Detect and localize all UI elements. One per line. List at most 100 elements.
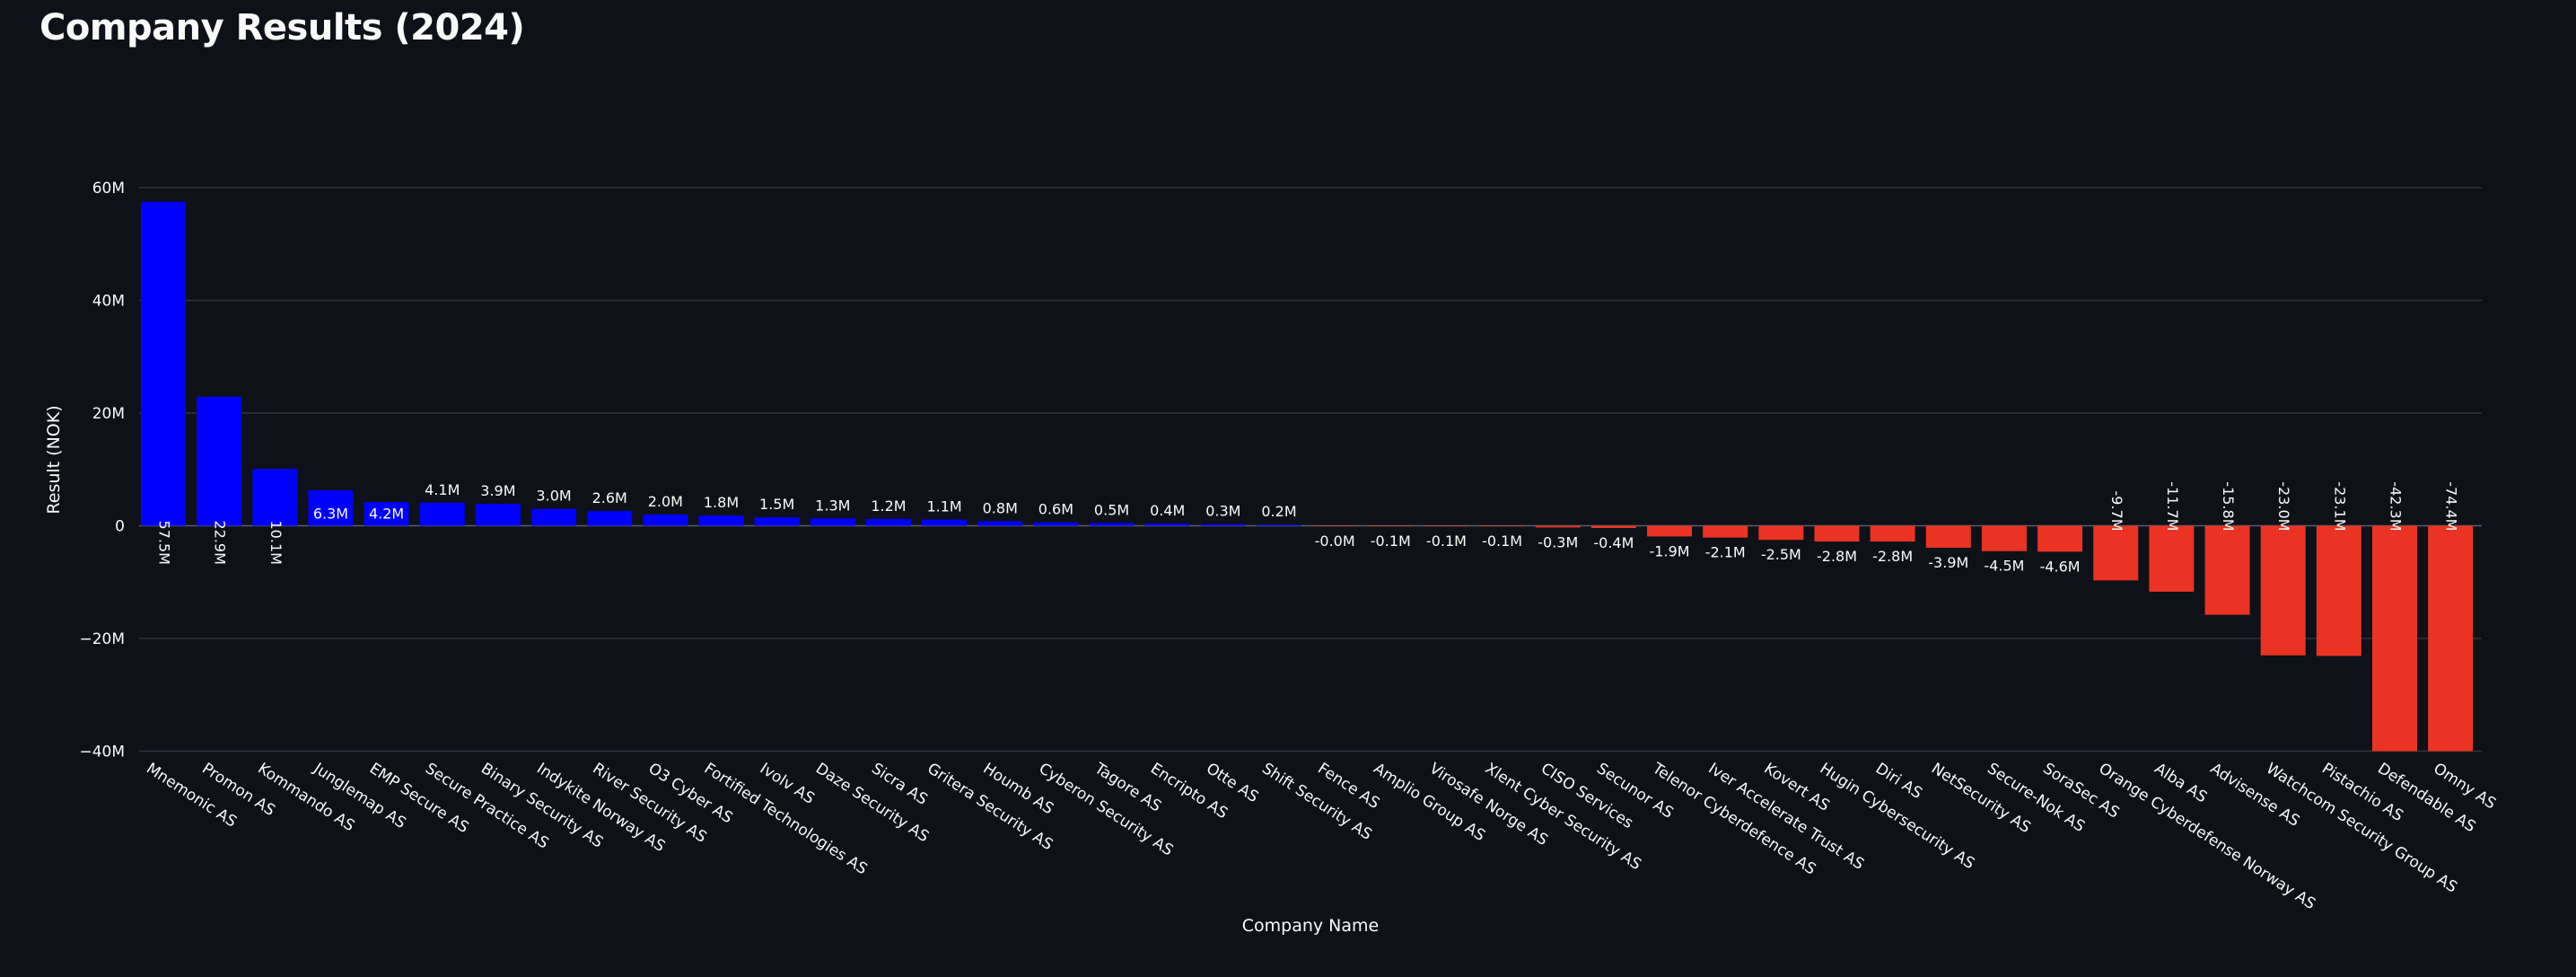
- bar[interactable]: [419, 502, 465, 526]
- y-tick-label: 40M: [92, 293, 125, 311]
- bar[interactable]: [2372, 525, 2417, 752]
- data-label: 0.2M: [1261, 503, 1296, 520]
- data-label: 1.3M: [815, 497, 850, 514]
- data-label: 1.5M: [759, 496, 794, 513]
- bar[interactable]: [1200, 524, 1246, 526]
- bar[interactable]: [1814, 525, 1860, 542]
- bar[interactable]: [1758, 525, 1804, 541]
- x-tick-label: NetSecurity AS: [1928, 760, 2034, 837]
- bar[interactable]: [865, 518, 911, 526]
- bar[interactable]: [2204, 525, 2250, 615]
- data-label: -4.5M: [1984, 558, 2024, 575]
- data-label: -4.6M: [2040, 558, 2081, 575]
- data-label: -0.1M: [1371, 533, 1411, 550]
- y-tick-label: 20M: [92, 405, 125, 423]
- bar[interactable]: [1647, 525, 1693, 537]
- bar[interactable]: [2093, 525, 2139, 581]
- data-label: -3.9M: [1928, 554, 1968, 571]
- bar[interactable]: [1590, 525, 1636, 529]
- x-tick-label: Defendable AS: [2374, 760, 2478, 836]
- bar[interactable]: [252, 469, 298, 526]
- bar[interactable]: [1870, 525, 1915, 542]
- data-label: -42.3M: [2388, 481, 2405, 531]
- y-tick-label: −40M: [79, 744, 125, 761]
- data-label: 4.2M: [369, 506, 404, 523]
- data-label: 1.8M: [704, 494, 739, 511]
- bar[interactable]: [475, 504, 521, 526]
- bar[interactable]: [1424, 525, 1469, 527]
- data-label: 57.5M: [156, 521, 173, 565]
- bar[interactable]: [308, 489, 354, 526]
- bar[interactable]: [754, 517, 800, 526]
- data-labels: 57.5M 22.9M 10.1M 6.3M 4.2M 4.1M 3.9M 3.0M 2.6M 2…: [156, 481, 2460, 576]
- data-label: -2.8M: [1817, 548, 1857, 565]
- bar[interactable]: [1089, 523, 1135, 526]
- x-tick-label: EMP Secure AS: [366, 760, 472, 837]
- bar[interactable]: [141, 201, 186, 526]
- bar[interactable]: [698, 515, 744, 526]
- bar[interactable]: [1144, 523, 1190, 526]
- bar[interactable]: [810, 518, 855, 526]
- data-label: -2.5M: [1761, 546, 1801, 563]
- data-label: 1.1M: [926, 498, 961, 515]
- data-label: 0.6M: [1038, 501, 1073, 518]
- data-label: 22.9M: [212, 521, 229, 565]
- data-label: -0.3M: [1538, 533, 1578, 550]
- bar[interactable]: [1312, 525, 1358, 527]
- data-label: -15.8M: [2220, 481, 2237, 531]
- y-axis-title: Result (NOK): [44, 405, 64, 514]
- data-label: -1.9M: [1650, 542, 1690, 559]
- bar[interactable]: [531, 508, 577, 526]
- y-tick-label: −20M: [79, 630, 125, 648]
- bar[interactable]: [1479, 525, 1525, 527]
- data-label: -0.1M: [1426, 533, 1467, 550]
- bar[interactable]: [2316, 525, 2361, 656]
- x-tick-label: Junglemap AS: [310, 759, 409, 832]
- bar[interactable]: [1703, 525, 1748, 538]
- data-label: -9.7M: [2108, 490, 2125, 531]
- data-label: -2.8M: [1872, 548, 1913, 565]
- data-label: -2.1M: [1705, 544, 1746, 561]
- x-tick-label: Secure-Nok AS: [1984, 760, 2088, 836]
- bar[interactable]: [1925, 525, 1971, 548]
- bar[interactable]: [1535, 525, 1581, 528]
- bar[interactable]: [1033, 522, 1079, 526]
- data-label: -0.1M: [1482, 533, 1522, 550]
- bar[interactable]: [364, 502, 409, 526]
- data-label: 0.4M: [1150, 502, 1185, 519]
- grid-lines: [139, 187, 2482, 753]
- bar[interactable]: [2260, 525, 2306, 656]
- data-label: 3.0M: [536, 488, 571, 505]
- bar[interactable]: [2149, 525, 2195, 592]
- bars: [141, 201, 2474, 752]
- data-label: 3.9M: [480, 482, 515, 499]
- bar[interactable]: [643, 514, 688, 526]
- bar[interactable]: [2037, 525, 2083, 552]
- bar[interactable]: [587, 511, 633, 526]
- data-label: -23.1M: [2331, 481, 2348, 531]
- page-title: Company Results (2024): [39, 7, 525, 48]
- bar[interactable]: [1981, 525, 2027, 551]
- data-label: 4.1M: [425, 481, 460, 498]
- data-label: 10.1M: [267, 521, 285, 565]
- bar[interactable]: [197, 396, 242, 526]
- bar[interactable]: [2428, 525, 2474, 752]
- y-tick-labels: −40M −20M 0 20M 40M 60M: [79, 180, 125, 761]
- data-label: 6.3M: [313, 506, 348, 523]
- bar[interactable]: [977, 521, 1023, 526]
- y-tick-label: 60M: [92, 180, 125, 198]
- data-label: 0.5M: [1094, 501, 1129, 518]
- data-label: -74.4M: [2443, 481, 2460, 531]
- data-label: 1.2M: [871, 497, 906, 515]
- data-label: 2.6M: [592, 489, 627, 506]
- x-axis-title: Company Name: [1242, 916, 1379, 936]
- bar[interactable]: [1368, 525, 1414, 527]
- data-label: -0.4M: [1593, 534, 1634, 551]
- data-label: -11.7M: [2164, 481, 2181, 531]
- y-tick-label: 0: [115, 518, 125, 536]
- data-label: 2.0M: [648, 493, 683, 510]
- bar[interactable]: [1257, 524, 1301, 526]
- bar[interactable]: [922, 519, 968, 526]
